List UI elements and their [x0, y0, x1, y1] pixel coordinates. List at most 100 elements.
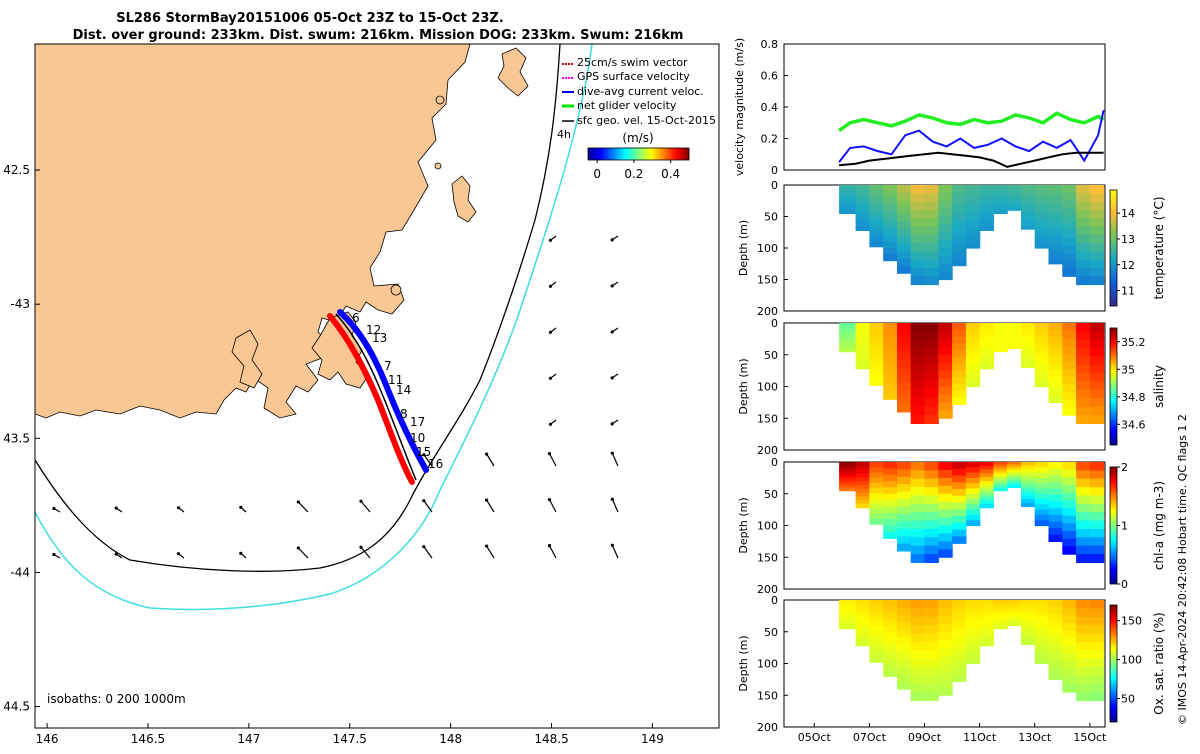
heatmap-cell — [952, 384, 967, 392]
heatmap-cell — [1089, 528, 1105, 538]
heatmap-cell — [965, 626, 981, 633]
heatmap-cell — [897, 629, 912, 638]
current-vector-head — [610, 284, 614, 288]
heatmap-cell — [965, 185, 981, 191]
heatmap-cell — [883, 612, 898, 620]
heatmap-cell — [869, 338, 884, 345]
heatmap-cell — [1048, 488, 1063, 496]
heatmap-cell — [883, 191, 898, 199]
colorbar-tick-label: 11 — [1121, 285, 1135, 298]
heatmap-cell — [1048, 613, 1063, 621]
current-vector-head — [114, 552, 118, 556]
heatmap-cell — [965, 652, 981, 659]
heatmap-cell — [1021, 618, 1036, 623]
heatmap-cell — [897, 265, 912, 274]
heatmap-cell — [869, 477, 884, 484]
heatmap-cell — [910, 666, 926, 676]
heatmap-cell — [952, 462, 967, 470]
heatmap-cell — [938, 386, 953, 395]
depth-tick-label: 150 — [757, 412, 778, 425]
heatmap-cell — [1034, 605, 1050, 612]
heatmap-cell — [1034, 472, 1050, 479]
heatmap-cell — [979, 600, 994, 605]
heatmap-cell — [1007, 466, 1022, 469]
heatmap-cell — [883, 348, 898, 356]
current-vector-head — [610, 238, 614, 242]
heatmap-cell — [1062, 207, 1077, 216]
heatmap-cell — [1062, 462, 1077, 471]
heatmap-cell — [1076, 267, 1091, 277]
heatmap-cell — [952, 185, 967, 193]
heatmap-cell — [1076, 251, 1091, 261]
heatmap-cell — [1021, 603, 1036, 608]
heatmap-cell — [952, 482, 967, 490]
velocity-series-line — [839, 151, 1104, 168]
heatmap-cell — [965, 370, 981, 377]
heatmap-cell — [952, 218, 967, 226]
heatmap-cell — [883, 386, 898, 394]
heatmap-cell — [1089, 666, 1105, 676]
heatmap-cell — [924, 226, 939, 236]
heatmap-cell — [897, 397, 912, 406]
heatmap-cell — [883, 600, 898, 607]
heatmap-cell — [952, 211, 967, 220]
heatmap-cell — [897, 666, 912, 675]
heatmap-cell — [1062, 492, 1077, 501]
time-tick-label: 05Oct — [798, 731, 832, 744]
heatmap-cell — [839, 469, 857, 473]
heatmap-cell — [1048, 389, 1063, 397]
heatmap-cell — [1034, 514, 1050, 521]
colorbar-tick-label: 150 — [1121, 615, 1142, 628]
heatmap-cell — [1062, 376, 1077, 385]
heatmap-cell — [869, 323, 884, 329]
heatmap-cell — [1034, 216, 1050, 223]
colorbar-tick-label: 35.2 — [1121, 336, 1146, 349]
heatmap-cell — [1021, 484, 1036, 489]
depth-axis-label: Depth (m) — [737, 220, 750, 276]
heatmap-cell — [965, 333, 981, 340]
heatmap-cell — [1089, 251, 1105, 261]
heatmap-colorbar — [1109, 189, 1118, 307]
heatmap-cell — [938, 330, 953, 340]
heatmap-cell — [938, 517, 953, 527]
heatmap-cell — [952, 529, 967, 538]
heatmap-cell — [855, 357, 870, 362]
heatmap-cell — [952, 225, 967, 233]
current-vector-head — [547, 544, 552, 548]
heatmap-cell — [910, 373, 926, 383]
heatmap-cell — [897, 622, 912, 631]
heatmap-cell — [1062, 223, 1077, 232]
heatmap-cell — [1034, 365, 1050, 372]
heatmap-cell — [952, 397, 967, 405]
day-labels: 6 12 13 7 11 14 8 17 10 15 16 — [352, 311, 443, 471]
heatmap-cell — [993, 194, 1008, 198]
heatmap-cell — [1076, 348, 1091, 358]
heatmap-cell — [965, 323, 981, 329]
heatmap-cell — [1062, 268, 1077, 277]
heatmap-cell — [839, 332, 857, 336]
heatmap-cell — [1034, 658, 1050, 665]
heatmap-cell — [924, 331, 939, 341]
heatmap-cell — [979, 334, 994, 339]
heatmap-cell — [897, 536, 912, 545]
heatmap-cell — [855, 481, 870, 486]
heatmap-cell — [924, 545, 939, 555]
heatmap-cell — [1034, 477, 1050, 484]
heatmap-cell — [924, 462, 939, 471]
colorbar-tick-label: 12 — [1121, 259, 1135, 272]
heatmap-cell — [897, 229, 912, 237]
heatmap-cell — [993, 485, 1008, 489]
heatmap-cell — [910, 218, 926, 228]
heatmap-cell — [869, 605, 884, 611]
heatmap-cell — [1021, 640, 1036, 645]
heatmap-cell — [855, 192, 870, 197]
heatmap-cell — [979, 615, 994, 620]
heatmap-cell — [1076, 462, 1091, 471]
heatmap-cell — [897, 499, 912, 507]
heatmap-cell — [1048, 211, 1063, 219]
heatmap-cell — [897, 659, 912, 668]
colorbar-tick-label: 34.8 — [1121, 391, 1146, 404]
heatmap-cell — [1062, 192, 1077, 201]
heatmap-cell — [1034, 185, 1050, 191]
current-vector-head — [359, 545, 363, 549]
